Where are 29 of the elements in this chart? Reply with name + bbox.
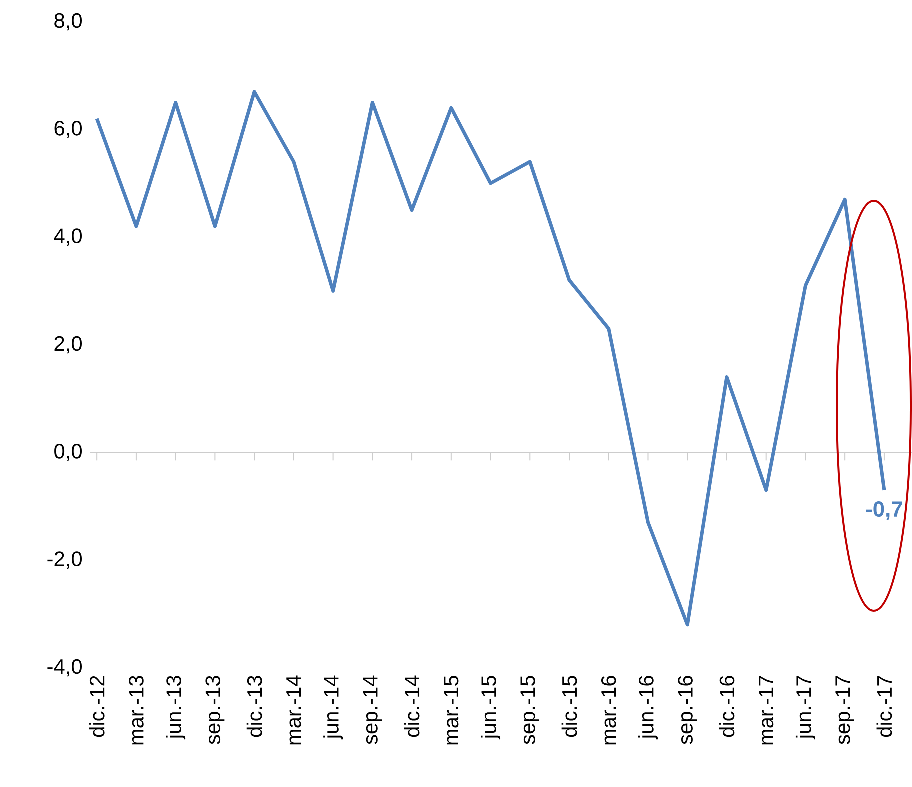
x-tick-label: sep.-14 [363,676,382,744]
x-tick-label: dic.-12 [89,676,105,738]
x-tick-label: jun.-14 [324,676,344,740]
x-tick-label: mar.-14 [286,676,302,745]
y-tick-label: 8,0 [54,13,82,31]
data-label: -0,7 [866,502,902,520]
x-tick-label: mar.-15 [444,676,459,745]
x-tick-label: jun.-17 [796,676,816,740]
x-tick-label: dic.-15 [562,676,578,738]
y-tick-label: 6,0 [54,121,82,138]
y-tick-label: -2,0 [48,552,82,569]
x-tick-label: dic.-14 [404,676,420,738]
x-tick-label: sep.-13 [206,676,225,744]
x-tick-label: sep.-16 [678,676,698,744]
x-tick-label: sep.-17 [836,676,854,744]
x-tick-label: jun.-16 [638,676,658,740]
y-tick-label: 0,0 [54,444,82,462]
x-tick-label: dic.-16 [719,676,735,738]
x-tick-label: jun.-15 [481,676,501,740]
x-tick-label: sep.-15 [520,676,540,744]
y-tick-label: 2,0 [54,336,82,354]
y-tick-label: -4,0 [48,659,82,677]
x-tick-label: jun.-13 [166,676,186,740]
y-tick-label: 4,0 [54,228,82,246]
x-tick-label: mar.-16 [601,676,616,745]
x-tick-label: mar.-17 [759,676,774,745]
x-tick-label: dic.-17 [876,676,892,738]
x-tick-label: dic.-13 [246,676,262,738]
x-tick-label: mar.-13 [129,676,144,745]
